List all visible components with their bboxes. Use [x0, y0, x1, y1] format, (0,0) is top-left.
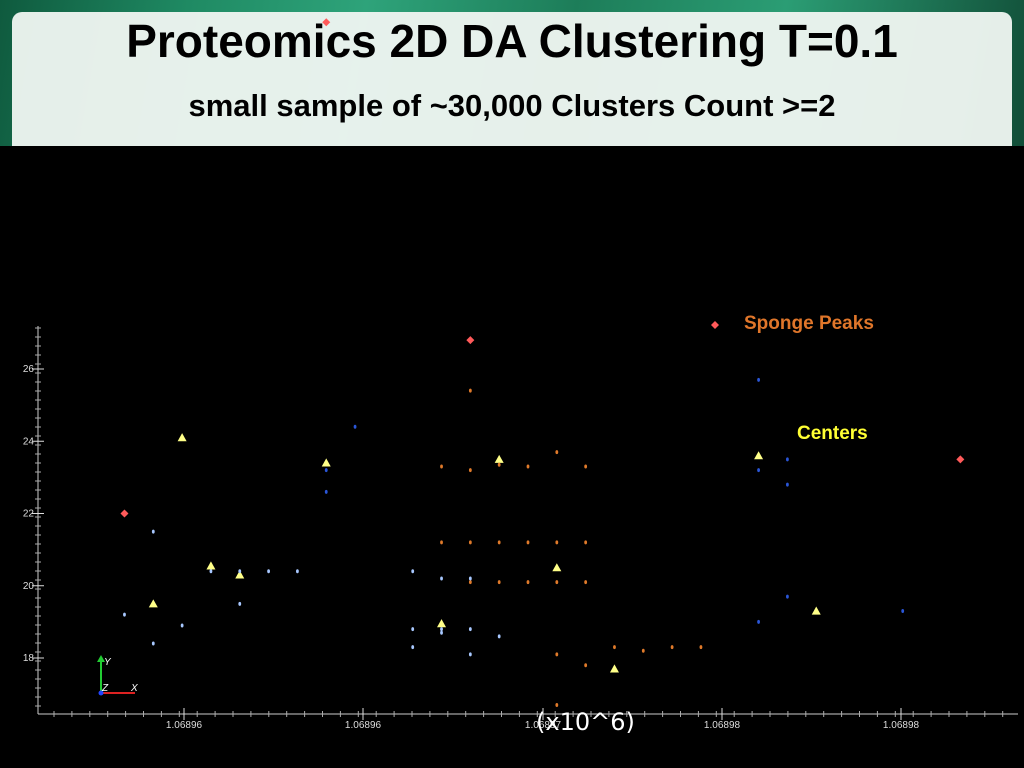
- cluster-point: [468, 576, 472, 581]
- cluster-point: [353, 424, 357, 429]
- x-tick-label: 1.06897: [525, 720, 562, 731]
- cluster-point: [468, 540, 472, 545]
- center-point: [552, 563, 562, 572]
- cluster-point: [526, 464, 530, 469]
- cluster-point: [786, 457, 789, 462]
- cluster-point: [151, 641, 155, 646]
- cluster-point: [267, 569, 270, 574]
- slide-title: Proteomics 2D DA Clustering T=0.1: [126, 15, 898, 67]
- cluster-point: [641, 648, 645, 653]
- cluster-point: [613, 645, 616, 650]
- sponge-peak-point: [466, 336, 475, 345]
- center-point: [321, 458, 331, 467]
- plot-area: [0, 146, 1024, 768]
- cluster-point: [670, 645, 674, 650]
- x-tick-label: 1.06898: [704, 720, 741, 731]
- center-point: [235, 570, 245, 579]
- center-point: [494, 454, 504, 463]
- cluster-point: [324, 468, 328, 473]
- y-tick-label: 26: [23, 364, 35, 375]
- cluster-point: [555, 652, 559, 657]
- legend-label-centers: Centers: [797, 423, 868, 444]
- cluster-point: [468, 580, 472, 585]
- cluster-point: [786, 594, 789, 599]
- x-indicator-label: X: [130, 683, 138, 694]
- center-point: [148, 599, 158, 608]
- cluster-point: [468, 627, 472, 632]
- center-point: [206, 561, 216, 570]
- y-tick-label: 22: [23, 509, 35, 520]
- sponge-peak-point: [120, 509, 129, 518]
- cluster-point: [699, 645, 703, 650]
- cluster-point: [757, 468, 760, 473]
- cluster-point: [440, 576, 443, 581]
- cluster-point: [497, 580, 501, 585]
- legend-marker-sponge-peaks: [711, 321, 719, 329]
- y-indicator-arrow: [97, 655, 105, 662]
- cluster-point: [238, 569, 242, 574]
- cluster-point: [497, 540, 501, 545]
- z-indicator-dot: [98, 690, 104, 696]
- center-point: [437, 619, 447, 628]
- center-point: [609, 664, 619, 673]
- cluster-point: [497, 634, 501, 639]
- cluster-point: [238, 601, 242, 606]
- cluster-point: [411, 569, 415, 574]
- cluster-point: [324, 489, 328, 494]
- cluster-point: [180, 623, 184, 628]
- y-tick-label: 20: [23, 581, 35, 592]
- cluster-point: [555, 702, 559, 707]
- x-tick-label: 1.06896: [345, 720, 382, 731]
- cluster-point: [497, 462, 501, 467]
- center-point: [811, 606, 821, 615]
- cluster-point: [411, 645, 415, 650]
- cluster-point: [584, 464, 588, 469]
- cluster-point: [555, 540, 559, 545]
- cluster-point: [440, 464, 443, 469]
- x-tick-label: 1.06896: [166, 720, 203, 731]
- z-indicator-label: Z: [101, 683, 109, 694]
- cluster-point: [468, 652, 472, 657]
- cluster-point: [440, 630, 443, 635]
- cluster-point: [123, 612, 126, 617]
- cluster-point: [757, 619, 760, 624]
- cluster-point: [555, 580, 559, 585]
- y-tick-label: 18: [23, 653, 35, 664]
- cluster-point: [440, 540, 443, 545]
- cluster-point: [584, 540, 588, 545]
- cluster-point: [209, 569, 213, 574]
- y-indicator-label: Y: [104, 657, 112, 668]
- cluster-point: [296, 569, 299, 574]
- cluster-point: [468, 468, 472, 473]
- cluster-point: [786, 482, 789, 487]
- x-tick-label: 1.06898: [883, 720, 920, 731]
- cluster-point: [151, 529, 155, 534]
- x-multiplier-label: (x10^6): [536, 708, 635, 736]
- cluster-point: [526, 540, 530, 545]
- center-point: [177, 433, 187, 442]
- cluster-point: [901, 609, 905, 614]
- title-panel: [12, 12, 1012, 146]
- cluster-point: [411, 627, 415, 632]
- cluster-point: [555, 450, 559, 455]
- sponge-peak-point: [322, 18, 331, 27]
- cluster-point: [468, 388, 472, 393]
- cluster-point: [584, 663, 588, 668]
- center-point: [754, 451, 764, 460]
- cluster-point: [584, 580, 588, 585]
- slide-subtitle: small sample of ~30,000 Clusters Count >…: [188, 88, 836, 123]
- sponge-peak-point: [956, 455, 965, 464]
- cluster-point: [757, 377, 760, 382]
- cluster-point: [440, 627, 443, 632]
- legend-label-sponge-peaks: Sponge Peaks: [744, 313, 874, 334]
- slide-header: Proteomics 2D DA Clustering T=0.1 small …: [0, 0, 1024, 146]
- cluster-point: [526, 580, 530, 585]
- y-tick-label: 24: [23, 436, 35, 447]
